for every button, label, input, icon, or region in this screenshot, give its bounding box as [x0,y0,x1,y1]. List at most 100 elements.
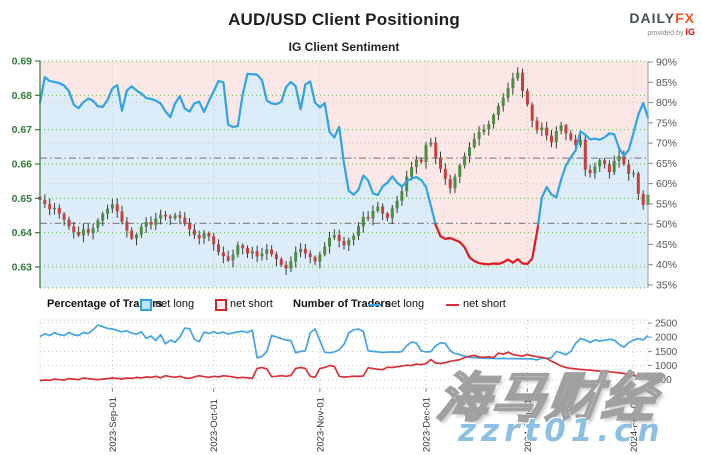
candle [390,208,394,218]
candle [463,156,467,166]
count-tick-label: 2500 [655,319,678,330]
candle [144,222,148,227]
net-short-pct-swatch [215,299,227,311]
candle [255,251,259,257]
net-short-count-swatch [446,304,459,306]
candle [125,221,129,231]
candle [202,233,206,239]
candle [289,261,293,269]
candle [569,133,573,140]
candle [381,206,385,214]
candle [385,213,389,218]
candle [154,218,158,225]
candle [376,206,380,212]
candle [448,179,452,189]
candle [598,160,602,167]
candle [443,168,447,180]
candle [487,124,491,130]
candle [130,230,134,239]
candle [159,214,163,219]
pct-tick-label: 55% [656,198,677,210]
date-tick-label: 2024-Feb-01 [629,398,640,452]
net-short-pct-line [434,223,540,266]
candle [400,191,404,201]
candle [323,246,327,255]
candle [530,104,534,121]
candle [72,226,76,232]
logo-provided-by: provided by IG [647,27,695,37]
candle [429,142,433,145]
candle [183,217,187,224]
candle [91,227,95,233]
candle [53,207,56,210]
pct-tick-label: 85% [656,77,677,89]
candle [260,253,264,257]
pct-tick-label: 70% [656,138,677,150]
pct-tick-label: 45% [656,239,677,251]
price-tick-label: 0.67 [12,124,33,136]
price-tick-label: 0.64 [12,227,33,239]
candle [612,160,616,173]
candle [246,248,249,254]
candle [332,235,336,238]
pct-tick-label: 90% [656,57,677,69]
candle [303,248,307,254]
candle [506,88,510,98]
candle [279,259,283,265]
candle [603,160,607,165]
candle [468,147,471,157]
candle [352,235,356,240]
candle [357,226,360,236]
candle [361,216,365,227]
price-tick-label: 0.65 [12,193,33,205]
candle [164,214,167,217]
date-tick-label: 2023-Oct-01 [209,399,220,452]
candle [226,256,230,261]
pct-tick-label: 50% [656,219,677,231]
candle [308,253,312,257]
candle [574,139,578,145]
watermark-site: zzrt01.cn [458,413,665,449]
net-long-pct-swatch [140,299,152,311]
candle [48,204,52,210]
candle [636,173,640,194]
legend-percentage-label: Percentage of Traders [47,298,163,310]
candlesticks [38,67,650,275]
net-long-count-swatch [368,304,381,306]
candle [337,235,341,241]
net-long-majority-shade [40,73,648,288]
pct-tick-label: 60% [656,178,677,190]
pct-tick-label: 65% [656,158,677,170]
candle [545,127,549,136]
candle [554,131,558,143]
candle [120,211,124,222]
candle [472,138,476,148]
candle [86,229,90,233]
candle [550,135,553,143]
candle [410,167,414,177]
candle [231,254,235,261]
candle [501,97,505,106]
candle [318,254,322,262]
candle [270,249,274,255]
candle [593,166,597,174]
candle [641,193,645,205]
candle [371,211,375,219]
net-long-pct-line [537,101,650,226]
candle [424,144,428,162]
logo-daily-text: DAILY [629,10,676,26]
legend-net-short-pct: net short [230,298,273,310]
candle [207,233,211,237]
candle [115,204,119,212]
pct-tick-label: 35% [656,280,677,292]
date-tick-label: 2023-Nov-01 [315,397,326,452]
candle [110,204,114,209]
candle [77,232,81,236]
candle [96,220,100,228]
count-tick-label: 1000 [655,361,678,372]
candle [414,159,418,168]
candle [62,213,66,220]
candle [299,248,303,253]
